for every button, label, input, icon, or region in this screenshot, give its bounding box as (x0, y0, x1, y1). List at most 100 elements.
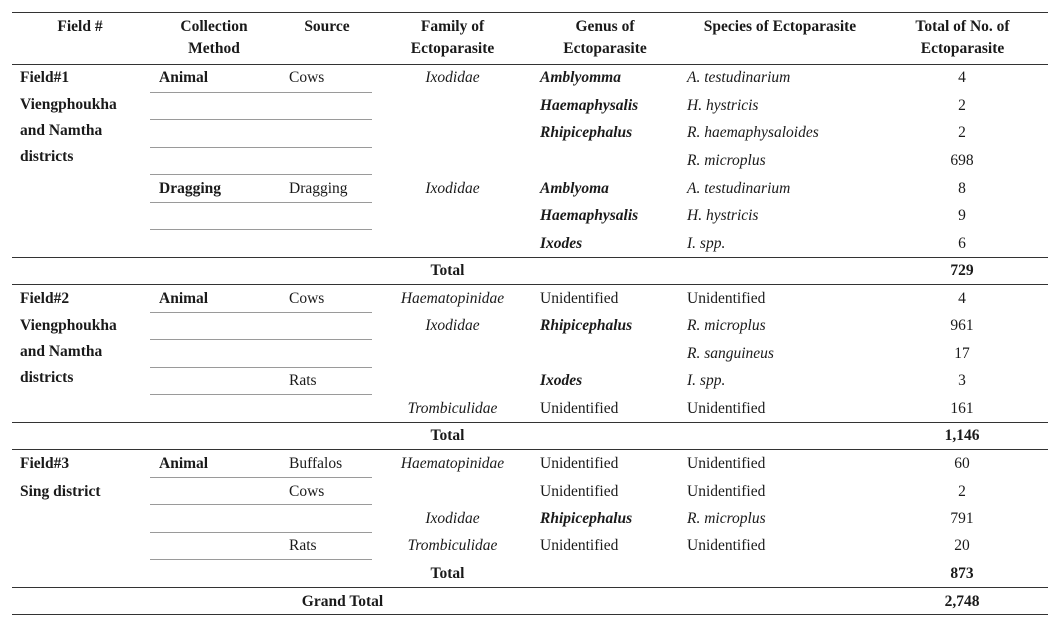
inner-rule (150, 174, 372, 175)
count-cell: 2 (958, 97, 966, 114)
inner-rule (150, 312, 372, 313)
field2-family-haematopinidae: Haematopinidae (400, 290, 505, 307)
genus-cell: Haemaphysalis (540, 97, 639, 114)
field2-family-trombiculidae: Trombiculidae (407, 400, 498, 417)
top-rule (12, 12, 1048, 13)
field3-source-buffalos: Buffalos (289, 455, 343, 472)
species-cell: Unidentified (687, 537, 766, 554)
count-cell: 161 (950, 400, 974, 417)
field2-location-line: and Namtha (20, 343, 103, 360)
header-species: Species of Ectoparasite (703, 18, 857, 35)
field2-total-value: 1,146 (944, 427, 980, 444)
species-cell: I. spp. (687, 372, 726, 389)
grand-total-label: Grand Total (301, 593, 384, 610)
header-collection-method: Collection Method (150, 16, 278, 60)
field2-name: Field#2 (20, 290, 70, 307)
header-collection-method-line1: Collection (180, 18, 248, 35)
field2-source-cows: Cows (289, 290, 325, 307)
field3-source-rats: Rats (289, 537, 317, 554)
field2-location-line: Viengphoukha (20, 317, 117, 334)
field2-source-rats: Rats (289, 372, 317, 389)
count-cell: 2 (958, 483, 966, 500)
header-genus-line2: Ectoparasite (563, 40, 647, 57)
field3-total-rule (12, 614, 1048, 615)
field2-rule (12, 422, 1048, 423)
inner-rule (150, 367, 372, 368)
field1-location-line: districts (20, 148, 74, 165)
field1-location-line: and Namtha (20, 122, 103, 139)
count-cell: 791 (950, 510, 974, 527)
inner-rule (150, 532, 372, 533)
field1-method-dragging: Dragging (159, 180, 221, 197)
species-cell: Unidentified (687, 483, 766, 500)
field3-location-line: Sing district (20, 483, 101, 500)
genus-cell: Amblyoma (540, 180, 609, 197)
inner-rule (150, 229, 372, 230)
species-cell: R. sanguineus (687, 345, 774, 362)
inner-rule (150, 394, 372, 395)
header-collection-method-line2: Method (188, 40, 240, 57)
species-cell: I. spp. (687, 235, 726, 252)
field1-location-line: Viengphoukha (20, 96, 117, 113)
count-cell: 4 (958, 290, 966, 307)
field1-total-value: 729 (950, 262, 974, 279)
count-cell: 698 (950, 152, 974, 169)
field1-source-dragging: Dragging (289, 180, 348, 197)
header-total-line1: Total of No. of (915, 18, 1010, 35)
species-cell: R. haemaphysaloides (687, 124, 819, 141)
header-family-line1: Family of (420, 18, 485, 35)
header-total-line2: Ectoparasite (920, 40, 1005, 57)
header-total: Total of No. of Ectoparasite (895, 16, 1030, 60)
header-genus-line1: Genus of (575, 18, 635, 35)
field1-source-cows: Cows (289, 69, 325, 86)
field3-total-label: Total (430, 565, 465, 582)
genus-cell: Unidentified (540, 400, 619, 417)
count-cell: 6 (958, 235, 966, 252)
inner-rule (150, 477, 372, 478)
field3-name: Field#3 (20, 455, 70, 472)
species-cell: Unidentified (687, 455, 766, 472)
inner-rule (150, 504, 372, 505)
field1-name: Field#1 (20, 69, 70, 86)
count-cell: 8 (958, 180, 966, 197)
field2-total-rule (12, 449, 1048, 450)
count-cell: 20 (954, 537, 970, 554)
header-family-line2: Ectoparasite (410, 40, 495, 57)
species-cell: Unidentified (687, 290, 766, 307)
species-cell: A. testudinarium (687, 180, 791, 197)
genus-cell: Rhipicephalus (540, 317, 633, 334)
field2-total-label: Total (430, 427, 465, 444)
field3-family-ixodidae: Ixodidae (425, 510, 480, 527)
field1-rule (12, 257, 1048, 258)
header-rule (12, 64, 1048, 65)
genus-cell: Ixodes (540, 235, 583, 252)
genus-cell: Unidentified (540, 537, 619, 554)
genus-cell: Ixodes (540, 372, 583, 389)
field2-family-ixodidae: Ixodidae (425, 317, 480, 334)
header-genus: Genus of Ectoparasite (530, 16, 680, 60)
inner-rule (150, 559, 372, 560)
grand-total-value: 2,748 (944, 593, 980, 610)
header-source: Source (304, 18, 350, 35)
species-cell: H. hystricis (687, 97, 759, 114)
field3-total-value: 873 (950, 565, 974, 582)
inner-rule (150, 119, 372, 120)
count-cell: 4 (958, 69, 966, 86)
count-cell: 961 (950, 317, 974, 334)
header-field: Field # (57, 18, 103, 35)
genus-cell: Rhipicephalus (540, 124, 633, 141)
genus-cell: Unidentified (540, 483, 619, 500)
field3-source-cows: Cows (289, 483, 325, 500)
header-family: Family of Ectoparasite (375, 16, 530, 60)
species-cell: R. microplus (687, 510, 766, 527)
species-cell: H. hystricis (687, 207, 759, 224)
field1-family-ixodidae-dragging: Ixodidae (425, 180, 480, 197)
field3-rule (12, 587, 1048, 588)
count-cell: 60 (954, 455, 970, 472)
species-cell: R. microplus (687, 152, 766, 169)
species-cell: Unidentified (687, 400, 766, 417)
genus-cell: Haemaphysalis (540, 207, 639, 224)
field1-family-ixodidae: Ixodidae (425, 69, 480, 86)
inner-rule (150, 202, 372, 203)
count-cell: 3 (958, 372, 966, 389)
